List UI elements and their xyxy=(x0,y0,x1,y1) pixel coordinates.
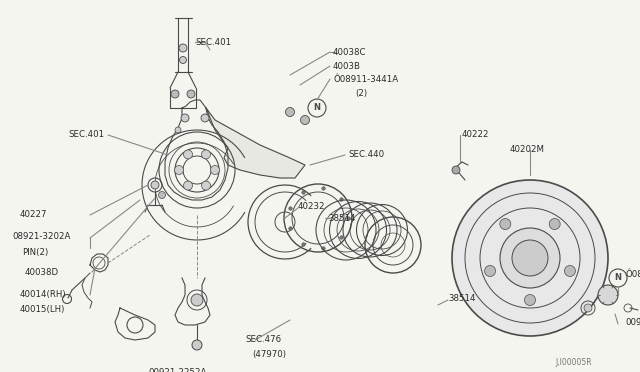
Circle shape xyxy=(175,166,184,174)
Circle shape xyxy=(184,150,193,159)
Circle shape xyxy=(192,340,202,350)
Text: 4003B: 4003B xyxy=(333,62,361,71)
Circle shape xyxy=(201,114,209,122)
Text: 08921-3202A: 08921-3202A xyxy=(12,232,70,241)
Circle shape xyxy=(202,150,211,159)
Circle shape xyxy=(191,294,203,306)
Circle shape xyxy=(498,217,506,225)
Circle shape xyxy=(179,57,186,64)
Text: 00921-2252A: 00921-2252A xyxy=(148,368,206,372)
Circle shape xyxy=(513,238,521,246)
Circle shape xyxy=(525,295,536,305)
Circle shape xyxy=(187,90,195,98)
Circle shape xyxy=(171,90,179,98)
Text: 40038D: 40038D xyxy=(25,268,59,277)
Text: PIN(2): PIN(2) xyxy=(22,248,48,257)
Text: 38514: 38514 xyxy=(328,214,355,223)
Circle shape xyxy=(584,304,592,312)
Text: 38514: 38514 xyxy=(448,294,476,303)
Circle shape xyxy=(484,266,495,276)
Text: SEC.440: SEC.440 xyxy=(348,150,384,159)
Text: 40202M: 40202M xyxy=(510,145,545,154)
Text: SEC.401: SEC.401 xyxy=(68,130,104,139)
Text: 40015(LH): 40015(LH) xyxy=(20,305,65,314)
Text: N: N xyxy=(614,273,621,282)
Circle shape xyxy=(500,218,511,230)
Text: N: N xyxy=(314,103,321,112)
Text: SEC.476: SEC.476 xyxy=(245,335,281,344)
Circle shape xyxy=(598,285,618,305)
Circle shape xyxy=(500,228,560,288)
Circle shape xyxy=(512,240,548,276)
Text: Ô08911-3441A: Ô08911-3441A xyxy=(333,75,398,84)
Text: (2): (2) xyxy=(355,89,367,98)
Text: (47970): (47970) xyxy=(252,350,286,359)
Circle shape xyxy=(452,180,608,336)
Circle shape xyxy=(175,127,181,133)
Circle shape xyxy=(159,192,166,199)
Circle shape xyxy=(564,266,575,276)
Circle shape xyxy=(498,259,506,267)
Circle shape xyxy=(285,108,294,116)
Circle shape xyxy=(179,44,187,52)
Circle shape xyxy=(463,210,527,274)
Text: 40232: 40232 xyxy=(298,202,326,211)
Text: 40227: 40227 xyxy=(20,210,47,219)
Text: SEC.401: SEC.401 xyxy=(195,38,231,47)
Circle shape xyxy=(151,181,159,189)
Circle shape xyxy=(202,181,211,190)
Text: 40222: 40222 xyxy=(462,130,490,139)
Text: Ô08911-6241A: Ô08911-6241A xyxy=(625,270,640,279)
Circle shape xyxy=(211,166,220,174)
Circle shape xyxy=(181,114,189,122)
Text: 40038C: 40038C xyxy=(333,48,367,57)
Circle shape xyxy=(184,181,193,190)
Circle shape xyxy=(473,225,481,233)
Polygon shape xyxy=(206,108,305,178)
Text: 00921-5402A: 00921-5402A xyxy=(625,318,640,327)
Circle shape xyxy=(485,232,505,252)
Circle shape xyxy=(452,166,460,174)
Text: 40014(RH): 40014(RH) xyxy=(20,290,67,299)
Circle shape xyxy=(473,251,481,259)
Circle shape xyxy=(549,218,560,230)
Circle shape xyxy=(301,115,310,125)
Text: J,I00005R: J,I00005R xyxy=(555,358,591,367)
